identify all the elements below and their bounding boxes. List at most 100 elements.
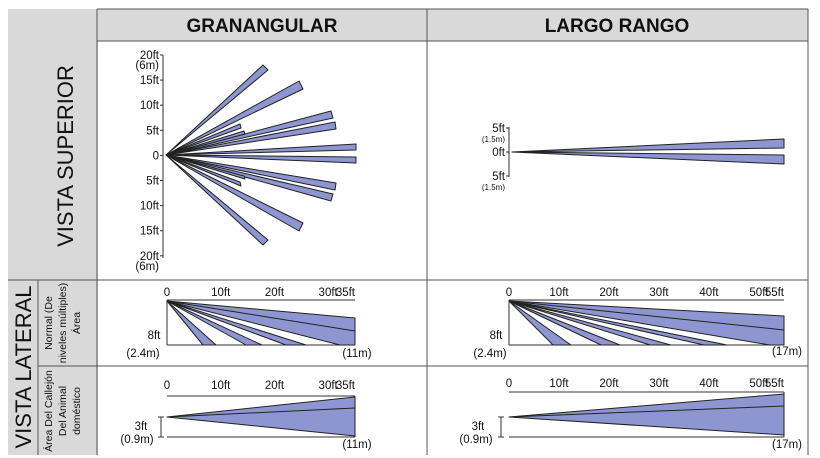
side-normal-wide-beam-3 bbox=[166, 300, 307, 346]
top-long-tick-label-0: 5ft bbox=[492, 123, 506, 135]
side-normal-wide-height-m: (2.4m) bbox=[126, 348, 159, 360]
top-wide-beam-4 bbox=[165, 121, 337, 156]
side-normal-wide-beam-far bbox=[166, 300, 356, 346]
side-normal-long-beam-far bbox=[508, 300, 785, 346]
sub-label-normal-3: Área bbox=[70, 312, 83, 334]
top-long-tick-label-2: 5ft bbox=[492, 171, 506, 183]
side-pet-long-scale-label-3: 30ft bbox=[649, 378, 669, 390]
side-normal-wide-scale-label-3: 30ft bbox=[319, 287, 339, 299]
column-header-wide: GRANANGULAR bbox=[187, 16, 338, 37]
top-wide-beams bbox=[165, 64, 357, 246]
top-wide-beam-11 bbox=[165, 123, 242, 156]
side-normal-wide-beam-1 bbox=[166, 300, 217, 346]
side-pet-wide-height-bracket bbox=[158, 416, 164, 438]
side-pet-wide-scale-label-2: 20ft bbox=[265, 380, 285, 392]
side-pet-wide-scale-label-0: 0 bbox=[164, 380, 170, 392]
side-pet-long-beam bbox=[508, 393, 785, 436]
side-pet-wide-scale-label-1: 10ft bbox=[211, 380, 231, 392]
top-wide-tick-label-7: 15ft bbox=[140, 226, 160, 238]
column-header-long: LARGO RANGO bbox=[545, 16, 690, 37]
sub-label-normal-1: Normal (De bbox=[43, 296, 55, 350]
top-wide-beam-1 bbox=[165, 64, 269, 156]
top-wide-tick-label-5: 5ft bbox=[146, 176, 160, 188]
side-pet-long-scale-label-0: 0 bbox=[506, 378, 512, 390]
side-normal-wide-centerline bbox=[166, 300, 356, 332]
side-normal-long-scale-label-3: 30ft bbox=[649, 287, 669, 299]
top-view-long-panel bbox=[508, 127, 785, 177]
top-wide-tick-label-2: 10ft bbox=[140, 100, 160, 112]
side-pet-long-scale-label-4: 40ft bbox=[699, 378, 719, 390]
side-normal-wide-scale-label-1: 10ft bbox=[211, 287, 231, 299]
top-wide-tick-sub-0: (6m) bbox=[135, 60, 159, 72]
side-pet-wide-height: 3ft bbox=[135, 421, 149, 433]
top-wide-tick-sub-8: (6m) bbox=[135, 261, 159, 273]
side-normal-wide-scale-label-2: 20ft bbox=[265, 287, 285, 299]
side-normal-wide-scale-label-0: 0 bbox=[164, 287, 170, 299]
side-normal-long-height: 8ft bbox=[490, 330, 504, 342]
top-wide-beam-9 bbox=[165, 154, 304, 232]
top-wide-beam-12 bbox=[165, 130, 246, 156]
top-wide-beam-2 bbox=[165, 80, 304, 156]
side-pet-long-height: 3ft bbox=[472, 421, 486, 433]
top-wide-beam-14 bbox=[165, 154, 242, 187]
top-wide-beam-13 bbox=[165, 154, 246, 180]
side-normal-wide-beam-2 bbox=[166, 300, 263, 346]
sub-label-pet-3: doméstico bbox=[71, 387, 83, 435]
top-wide-tick-label-0: 20ft bbox=[140, 50, 160, 62]
side-normal-wide-range: (11m) bbox=[342, 348, 371, 360]
top-wide-tick-label-1: 15ft bbox=[140, 75, 160, 87]
top-wide-tick-label-3: 5ft bbox=[146, 125, 160, 137]
column-header-band bbox=[97, 9, 808, 41]
top-long-tick-sub-2: (1.5m) bbox=[482, 183, 505, 192]
top-wide-tick-label-8: 20ft bbox=[140, 251, 160, 263]
side-pet-long-centerline bbox=[508, 405, 785, 418]
top-long-tick-sub-0: (1.5m) bbox=[482, 135, 505, 144]
side-normal-long-range: (17m) bbox=[772, 346, 802, 358]
row-label-side-view: VISTA LATERAL bbox=[11, 285, 36, 448]
side-normal-long-scale-label-4: 40ft bbox=[699, 287, 719, 299]
row-label-top-view: VISTA SUPERIOR bbox=[53, 65, 78, 247]
side-normal-long-scale-label-0: 0 bbox=[506, 287, 512, 299]
top-wide-beam-10 bbox=[165, 154, 269, 246]
side-normal-long-beam-1 bbox=[508, 300, 572, 346]
side-normal-long-beam-4 bbox=[508, 300, 728, 346]
table-grid bbox=[8, 8, 809, 455]
side-normal-long-scale-label-1: 10ft bbox=[549, 287, 569, 299]
top-view-wide-panel bbox=[162, 55, 357, 258]
side-pet-long-scale-label-1: 10ft bbox=[549, 378, 569, 390]
side-normal-long-scale-label-5: 50ft bbox=[749, 287, 769, 299]
top-long-tick-label-1: 0ft bbox=[492, 147, 506, 159]
side-pet-long-scale-label-2: 20ft bbox=[599, 378, 619, 390]
side-normal-wide-scale-label-4: 35ft bbox=[336, 287, 356, 299]
side-normal-long-scale-label-6: 55ft bbox=[765, 287, 785, 299]
side-normal-long-beam-3 bbox=[508, 300, 672, 346]
top-long-beam-upper bbox=[511, 138, 785, 153]
side-pet-wide-scale-label-4: 35ft bbox=[336, 380, 356, 392]
side-pet-wide-height-m: (0.9m) bbox=[120, 434, 153, 446]
side-normal-wide-height: 8ft bbox=[148, 330, 162, 342]
side-normal-long-centerline bbox=[508, 300, 785, 331]
top-wide-tick-label-4: 0 bbox=[153, 150, 159, 162]
sub-label-band bbox=[38, 280, 98, 455]
side-pet-long-scale-label-5: 50ft bbox=[749, 378, 769, 390]
side-pet-long-scale-label-6: 55ft bbox=[765, 378, 785, 390]
top-wide-beam-5 bbox=[165, 143, 357, 156]
side-pet-wide-scale-label-3: 30ft bbox=[319, 380, 339, 392]
side-pet-long-height-m: (0.9m) bbox=[459, 434, 492, 446]
sub-label-normal-2: niveles múltiples) bbox=[57, 283, 69, 364]
side-pet-long-range: (17m) bbox=[772, 439, 802, 451]
top-wide-beam-6 bbox=[165, 154, 357, 164]
sub-label-pet-2: Del Animal bbox=[57, 386, 69, 436]
sub-label-pet-1: Área Del Callejón bbox=[42, 370, 55, 452]
top-long-beam-lower bbox=[511, 151, 785, 165]
